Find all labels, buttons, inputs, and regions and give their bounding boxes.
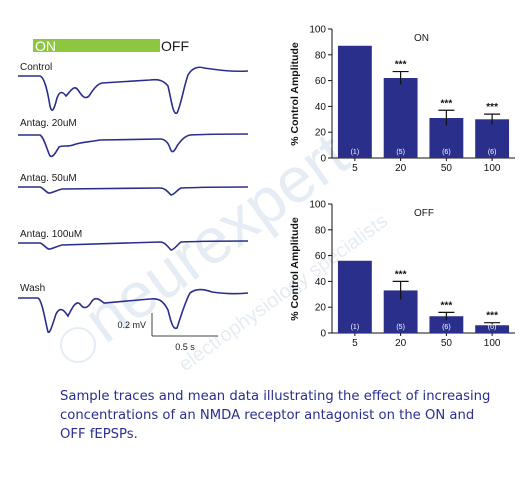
figure-caption: Sample traces and mean data illustrating… (60, 389, 491, 442)
off-ytick-label: 100 (309, 200, 326, 211)
on-bar-100 (475, 119, 510, 158)
on-significance-100: *** (486, 102, 498, 113)
on-n-label-50: (6) (442, 149, 451, 156)
off-n-label-5: (1) (351, 324, 360, 331)
on-xtick-label-100: 100 (484, 163, 501, 174)
on-n-label-5: (1) (351, 149, 360, 156)
off-xtick-label-5: 5 (352, 338, 358, 349)
off-n-label-50: (6) (442, 324, 451, 331)
stimulus-on-label: ON (35, 38, 56, 54)
off-ytick-label: 20 (315, 303, 327, 314)
on-ytick-label: 0 (320, 154, 326, 165)
on-xtick-label-5: 5 (352, 163, 358, 174)
trace-label-antag-100: Antag. 100uM (20, 229, 82, 240)
trace-antag-50 (18, 186, 249, 196)
on-ytick-label: 20 (315, 128, 327, 139)
off-ytick-label: 40 (315, 277, 327, 288)
trace-label-control: Control (20, 62, 52, 73)
off-significance-50: *** (441, 300, 453, 311)
off-bar-100 (475, 325, 510, 333)
trace-label-wash: Wash (20, 283, 45, 294)
chart-off-title: OFF (414, 208, 434, 219)
scale-bar (151, 313, 218, 337)
chart-on-ylabel: % Control Amplitude (289, 42, 301, 146)
on-bar-5 (337, 45, 372, 158)
on-ytick-label: 100 (309, 25, 326, 36)
trace-antag-100 (18, 240, 249, 251)
watermark-copyright-circle (60, 327, 96, 363)
stimulus-off-label: OFF (161, 38, 189, 54)
off-ytick-label: 0 (320, 329, 326, 340)
stimulus-on-bar (33, 39, 160, 52)
chart-on-title: ON (414, 33, 429, 44)
on-n-label-20: (5) (396, 149, 405, 156)
off-bar-50 (429, 316, 464, 333)
sample-traces: Control Antag. 20uM Antag. 50uM Antag. 1… (18, 62, 249, 352)
on-significance-50: *** (441, 98, 453, 109)
trace-wash (18, 288, 249, 334)
on-bar-20 (383, 78, 418, 158)
trace-label-antag-20: Antag. 20uM (20, 118, 77, 129)
chart-off: % Control Amplitude OFF 0 20 40 60 80 100 (1) 5… (289, 200, 515, 349)
off-xtick-label-20: 20 (395, 338, 407, 349)
on-significance-20: *** (395, 60, 407, 71)
stimulus-bar: ON OFF (33, 38, 189, 54)
off-significance-100: *** (486, 311, 498, 322)
off-n-label-100: (6) (488, 324, 497, 331)
off-xtick-label-50: 50 (441, 338, 453, 349)
watermark-brand: neurexpert (71, 118, 361, 356)
trace-label-antag-50: Antag. 50uM (20, 173, 77, 184)
chart-off-ylabel: % Control Amplitude (289, 217, 301, 321)
off-bar-5 (337, 260, 372, 333)
on-ytick-label: 60 (315, 76, 327, 87)
on-ytick-label: 40 (315, 102, 327, 113)
trace-antag-20 (18, 133, 249, 158)
on-xtick-label-50: 50 (441, 163, 453, 174)
scale-bar-time-label: 0.5 s (175, 342, 195, 352)
on-xtick-label-20: 20 (395, 163, 407, 174)
off-ytick-label: 60 (315, 251, 327, 262)
off-n-label-20: (5) (396, 324, 405, 331)
on-ytick-label: 80 (315, 50, 327, 61)
off-significance-20: *** (395, 269, 407, 280)
trace-control (18, 66, 249, 114)
off-ytick-label: 80 (315, 225, 327, 236)
off-xtick-label-100: 100 (484, 338, 501, 349)
on-n-label-100: (6) (488, 149, 497, 156)
scale-bar-voltage-label: 0.2 mV (117, 320, 146, 330)
chart-on: % Control Amplitude ON 0 20 40 60 80 100 (1) 5 *… (289, 25, 515, 174)
